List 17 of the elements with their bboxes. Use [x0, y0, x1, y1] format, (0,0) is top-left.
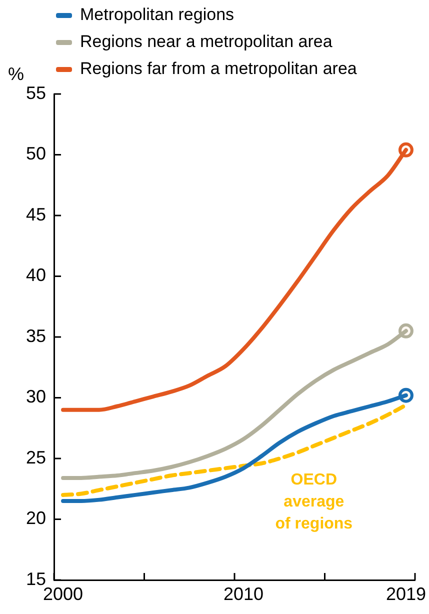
legend-label: Regions far from a metropolitan area: [80, 59, 357, 78]
y-tick-label: 55: [26, 82, 46, 103]
x-tick-label: 2010: [224, 584, 264, 604]
y-tick-label: 25: [26, 447, 46, 468]
y-tick-label: 35: [26, 326, 46, 346]
legend-label: Metropolitan regions: [80, 5, 234, 24]
y-axis-title: %: [8, 64, 24, 84]
annotation: OECD average of regions: [275, 472, 353, 533]
y-tick-label: 15: [26, 568, 46, 589]
y-tick-label: 40: [26, 265, 46, 286]
y-tick-label: 20: [26, 508, 46, 528]
y-tick-label: 30: [26, 386, 46, 407]
legend-label: Regions near a metropolitan area: [80, 32, 332, 51]
x-tick-label: 2000: [43, 584, 84, 604]
y-tick-label: 50: [26, 144, 46, 164]
x-tick-label: 2019: [386, 584, 426, 604]
y-tick-label: 45: [26, 204, 46, 224]
